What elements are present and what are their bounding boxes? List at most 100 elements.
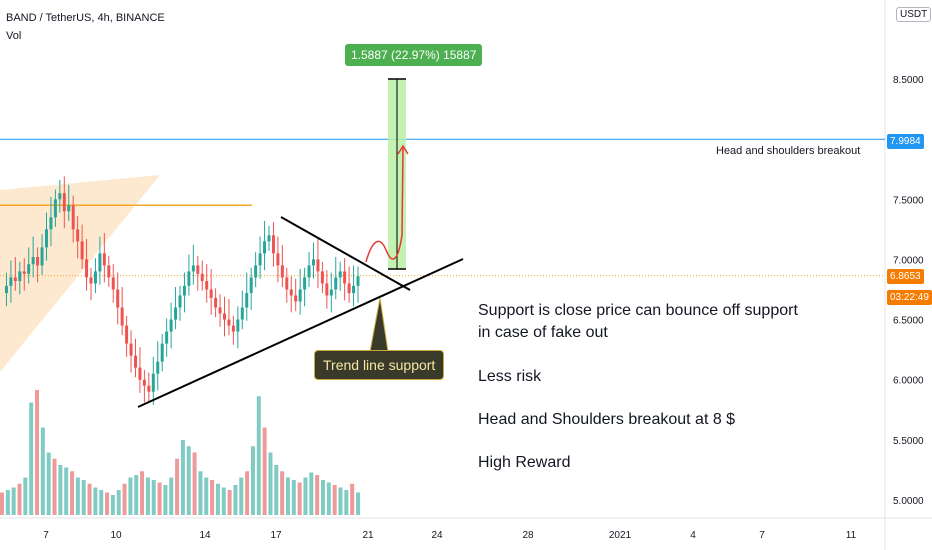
volume-bar bbox=[297, 482, 302, 515]
volume-bar bbox=[268, 452, 273, 515]
volume-bar bbox=[23, 477, 28, 515]
candle-body bbox=[4, 285, 8, 294]
candle-body bbox=[196, 265, 200, 274]
candle-body bbox=[111, 277, 115, 290]
target-callout: 1.5887 (22.97%) 15887 bbox=[345, 44, 483, 66]
candle-body bbox=[89, 277, 93, 284]
candle-body bbox=[249, 277, 253, 294]
volume-bar bbox=[204, 477, 209, 515]
candle-body bbox=[294, 295, 298, 302]
candle-body bbox=[209, 289, 213, 298]
candle-body bbox=[169, 319, 173, 332]
volume-bar bbox=[245, 471, 250, 515]
volume-bar bbox=[122, 483, 127, 515]
y-tick-label: 5.0000 bbox=[893, 496, 924, 507]
volume-bar bbox=[128, 477, 133, 515]
volume-bar bbox=[186, 446, 191, 515]
volume-bar bbox=[239, 477, 244, 515]
candle-body bbox=[231, 325, 235, 332]
candle-body bbox=[85, 259, 89, 278]
candle-body bbox=[312, 259, 315, 266]
volume-bar bbox=[192, 452, 197, 515]
x-tick-label: 14 bbox=[199, 530, 211, 541]
candle-body bbox=[80, 241, 84, 260]
candle-body bbox=[160, 343, 164, 362]
candle-body bbox=[93, 271, 97, 284]
volume-bar bbox=[227, 490, 232, 515]
candle-body bbox=[205, 281, 209, 290]
resistance-price-badge: 7.9984 bbox=[887, 134, 924, 149]
candle-body bbox=[49, 217, 53, 230]
candle-body bbox=[227, 319, 231, 326]
volume-bar bbox=[215, 483, 220, 515]
candle-body bbox=[191, 265, 195, 272]
x-tick-label: 7 bbox=[43, 530, 49, 541]
candle-body bbox=[98, 253, 102, 272]
volume-bar bbox=[175, 458, 180, 515]
candle-body bbox=[13, 277, 17, 282]
candle-body bbox=[18, 271, 22, 282]
volume-bar bbox=[163, 485, 168, 515]
candle-body bbox=[245, 293, 249, 308]
candle-body bbox=[138, 367, 142, 380]
x-tick-label: 11 bbox=[846, 530, 857, 541]
x-tick-label: 2021 bbox=[609, 530, 632, 541]
x-tick-label: 10 bbox=[110, 530, 122, 541]
volume-bar bbox=[52, 458, 57, 515]
candle-body bbox=[334, 277, 338, 290]
candle-body bbox=[102, 253, 106, 266]
volume-bar bbox=[221, 487, 226, 515]
x-tick-label: 7 bbox=[759, 530, 765, 541]
note-risk: Less risk bbox=[478, 368, 542, 385]
currency-button[interactable]: USDT bbox=[896, 7, 932, 22]
candle-body bbox=[254, 265, 258, 278]
symbol-title: BAND / TetherUS, 4h, BINANCE bbox=[6, 12, 165, 24]
volume-bar bbox=[35, 390, 40, 515]
volume-bar bbox=[210, 480, 215, 515]
candle-body bbox=[134, 355, 137, 368]
candle-body bbox=[271, 235, 275, 254]
volume-bar bbox=[169, 477, 174, 515]
volume-bar bbox=[70, 471, 75, 515]
volume-bar bbox=[145, 477, 150, 515]
candle-body bbox=[325, 283, 329, 296]
volume-bar bbox=[280, 471, 285, 515]
candle-body bbox=[276, 253, 280, 266]
volume-bar bbox=[29, 402, 34, 515]
volume-bar bbox=[291, 480, 296, 515]
volume-bar bbox=[356, 492, 360, 515]
candle-body bbox=[76, 229, 80, 242]
projection-arrowhead bbox=[397, 144, 409, 155]
candle-body bbox=[298, 289, 302, 302]
candle-body bbox=[142, 379, 146, 386]
volume-bar bbox=[256, 396, 261, 515]
volume-bar bbox=[274, 465, 279, 515]
volume-bar bbox=[350, 483, 355, 515]
volume-bar bbox=[344, 490, 349, 515]
candle-body bbox=[125, 325, 129, 344]
ascending-support-line bbox=[137, 258, 464, 408]
volume-bar bbox=[93, 487, 98, 515]
volume-bar bbox=[0, 492, 4, 515]
countdown-badge: 03:22:49 bbox=[887, 290, 932, 305]
volume-bar bbox=[180, 440, 185, 515]
candle-body bbox=[263, 241, 267, 254]
candle-body bbox=[307, 265, 311, 278]
volume-bar bbox=[40, 427, 45, 515]
volume-bar bbox=[110, 495, 115, 515]
candle-body bbox=[27, 264, 31, 274]
y-tick-label: 6.5000 bbox=[893, 316, 924, 327]
x-tick-label: 28 bbox=[522, 530, 534, 541]
note-reward: High Reward bbox=[478, 454, 571, 471]
candle-body bbox=[329, 289, 333, 296]
resistance-label: Head and shoulders breakout bbox=[716, 145, 861, 157]
candle-body bbox=[223, 313, 226, 320]
candle-body bbox=[22, 271, 26, 274]
candle-body bbox=[347, 283, 351, 294]
volume-bar bbox=[332, 485, 337, 515]
candle-body bbox=[343, 271, 347, 284]
y-tick-label: 5.5000 bbox=[893, 436, 924, 447]
candle-body bbox=[280, 265, 284, 278]
volume-bar bbox=[75, 477, 80, 515]
